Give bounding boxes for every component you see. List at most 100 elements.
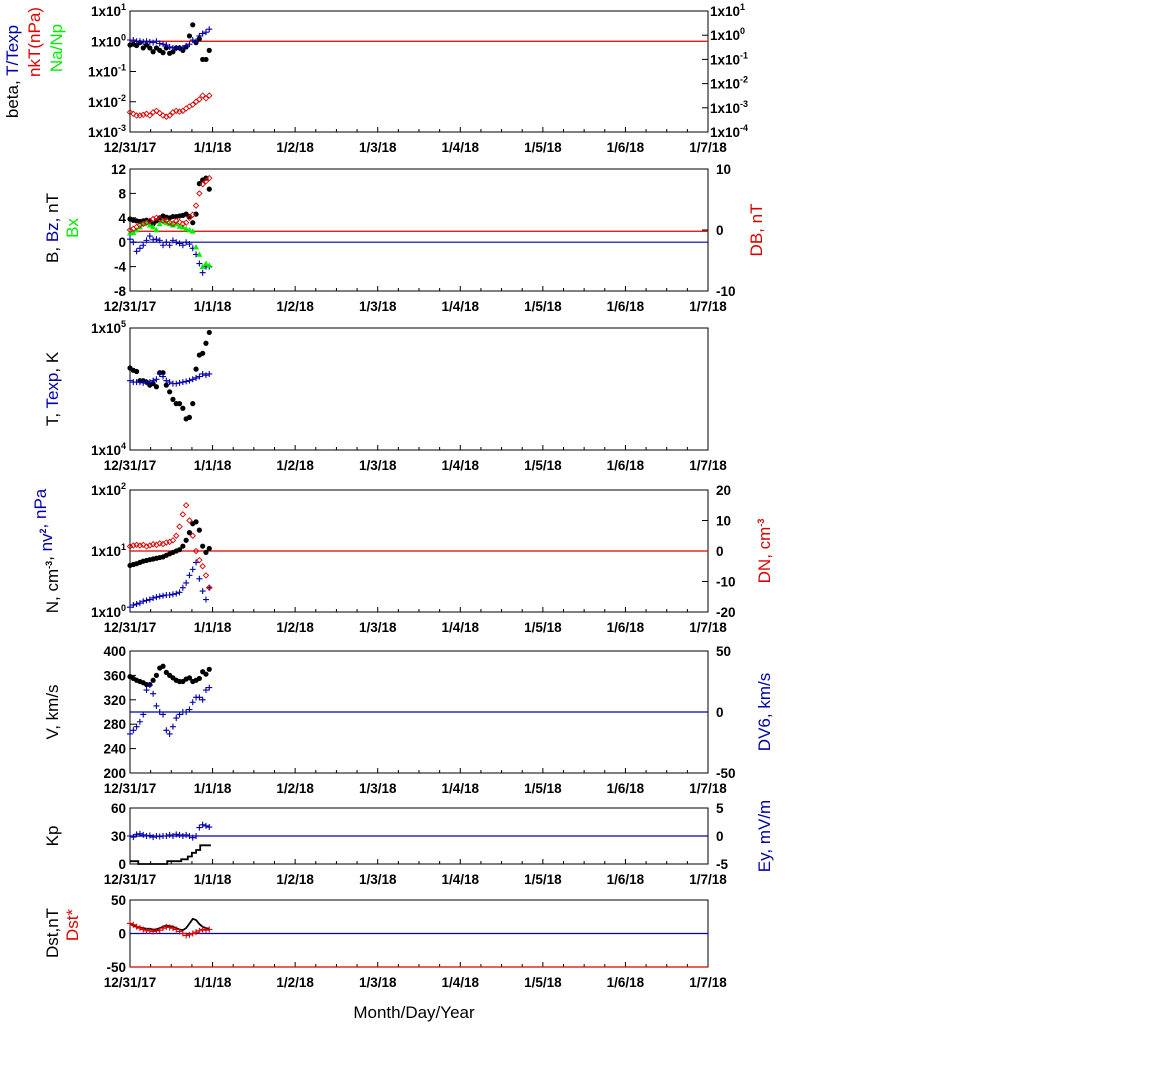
panel-temp: 12/31/17 1/1/18 1/2/18 1/3/18 1/4/18 1/5/18 1/… xyxy=(91,319,727,473)
y-label-left-2: Dst* xyxy=(63,909,82,942)
data-point xyxy=(179,584,186,591)
data-point xyxy=(159,217,167,225)
y-tick-label-mantissa: 1x10 xyxy=(88,95,118,110)
x-tick-label: 1/5/18 xyxy=(524,458,562,473)
data-point xyxy=(150,221,156,227)
data-point xyxy=(140,831,147,838)
data-point xyxy=(173,831,180,838)
y-tick-label: 12 xyxy=(111,162,126,177)
data-point xyxy=(199,269,206,276)
y-label-right: DB, nT xyxy=(747,204,766,257)
data-point xyxy=(130,727,137,734)
data-point xyxy=(179,930,186,937)
data-point xyxy=(176,928,183,935)
y-tick-label-mantissa: 1x10 xyxy=(91,443,121,458)
data-point xyxy=(163,669,169,675)
y2-tick-label: 1x10-4 xyxy=(710,123,748,140)
data-point xyxy=(136,112,144,119)
y-label-right: DN, cm-3 xyxy=(755,519,774,584)
data-point xyxy=(176,547,183,553)
data-point xyxy=(186,833,193,839)
x-tick-label: 1/1/18 xyxy=(194,620,232,635)
data-point xyxy=(193,374,200,381)
y-label-left: N, cm-3, nv2, nPa xyxy=(31,488,62,613)
x-tick-label: 1/5/18 xyxy=(524,872,562,887)
data-point xyxy=(206,824,213,831)
y-tick-label: 0 xyxy=(118,927,126,942)
data-point xyxy=(163,239,170,246)
y-tick-label-mantissa: 1x10 xyxy=(91,483,121,498)
y-label-left-superscript: -3 xyxy=(44,561,54,569)
data-point xyxy=(206,666,212,672)
x-tick-label: 1/7/18 xyxy=(689,620,727,635)
data-point xyxy=(166,112,173,119)
data-point xyxy=(189,834,196,841)
data-point xyxy=(203,340,209,346)
y-tick-label: 50 xyxy=(111,893,126,908)
series-red-diamond xyxy=(126,92,213,120)
x-tick-label: 12/31/17 xyxy=(104,458,157,473)
data-point xyxy=(206,370,213,377)
x-tick-label: 1/6/18 xyxy=(607,140,645,155)
x-tick-label: 1/1/18 xyxy=(194,975,232,990)
data-point xyxy=(196,675,202,682)
data-point xyxy=(143,687,150,694)
y-tick-label: 4 xyxy=(118,211,126,226)
data-point xyxy=(183,579,190,586)
y-label-left-part: nv xyxy=(37,533,56,551)
y-label-left-part: N, cm xyxy=(43,569,62,613)
series-black-dot xyxy=(127,519,212,569)
data-point xyxy=(186,227,193,233)
data-point xyxy=(153,384,160,390)
data-point xyxy=(150,594,157,601)
data-point xyxy=(199,821,206,828)
data-point xyxy=(186,214,193,222)
x-tick-label: 1/6/18 xyxy=(607,975,645,990)
series-blue-plus xyxy=(127,682,213,737)
panel-frame xyxy=(129,327,709,451)
data-point xyxy=(143,597,150,604)
data-point xyxy=(146,233,153,240)
y-label-left: B, Bz, nT xyxy=(43,193,62,263)
y2-tick-label-mantissa: 1x10 xyxy=(710,4,740,19)
x-tick-label: 1/2/18 xyxy=(276,872,314,887)
data-point xyxy=(163,539,170,546)
data-point xyxy=(186,530,193,536)
panel-frame xyxy=(129,168,709,292)
data-point xyxy=(130,602,137,609)
y-tick-label-mantissa: 1x10 xyxy=(91,544,121,559)
y-label-right-part: DV6, km/s xyxy=(755,673,774,751)
x-tick-label: 1/2/18 xyxy=(276,458,314,473)
data-point xyxy=(200,350,206,356)
data-point xyxy=(176,831,183,838)
data-point xyxy=(189,566,196,573)
data-point xyxy=(160,592,167,599)
data-point xyxy=(206,329,212,336)
data-point xyxy=(163,217,170,224)
data-point xyxy=(206,684,213,691)
data-point xyxy=(166,591,173,598)
data-point xyxy=(202,177,210,185)
data-point xyxy=(139,541,147,549)
data-point xyxy=(166,379,173,386)
data-point xyxy=(153,672,160,679)
y2-tick-label-exponent: -1 xyxy=(740,50,748,60)
x-tick-label: 1/4/18 xyxy=(442,781,480,796)
y-label-left-2: nkT(nPa) xyxy=(25,7,44,77)
data-point xyxy=(186,33,193,39)
data-point xyxy=(153,236,160,243)
y-tick-label-exponent: 0 xyxy=(121,603,126,613)
data-point xyxy=(130,834,137,841)
x-tick-label: 1/4/18 xyxy=(442,872,480,887)
y2-tick-label: 1x10-3 xyxy=(710,99,748,116)
x-tick-label: 1/6/18 xyxy=(607,620,645,635)
x-tick-label: 1/3/18 xyxy=(359,620,397,635)
y-tick-label: 320 xyxy=(103,693,126,708)
data-point xyxy=(199,30,206,37)
y-tick-label: -8 xyxy=(114,284,126,299)
data-point xyxy=(186,517,193,524)
data-point xyxy=(196,927,203,934)
data-point xyxy=(183,378,190,385)
data-point xyxy=(176,711,183,718)
data-point xyxy=(136,600,143,607)
